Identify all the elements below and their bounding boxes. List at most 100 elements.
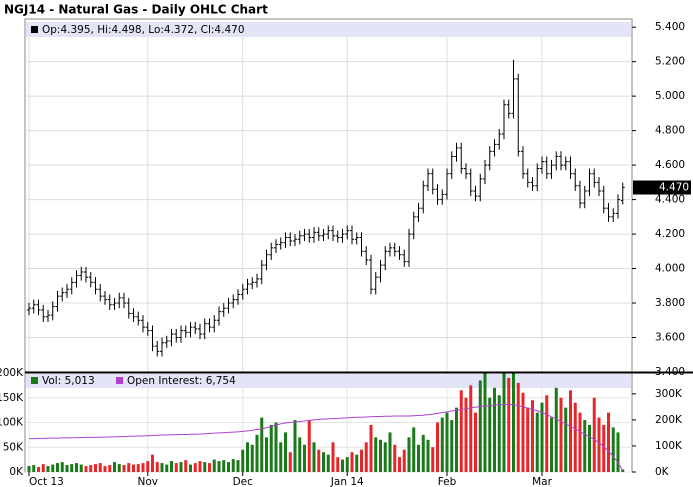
volume-bar xyxy=(474,412,477,472)
y2-tick-label: 300K xyxy=(655,388,683,400)
y-tick-label: 4.600 xyxy=(655,159,685,171)
volume-bar xyxy=(431,447,435,472)
volume-bar xyxy=(369,424,373,472)
volume-bar xyxy=(117,464,121,472)
volume-bar xyxy=(502,373,506,472)
volume-bar xyxy=(151,454,154,472)
volume-bar xyxy=(269,424,273,472)
x-tick-label: Mar xyxy=(532,476,552,487)
volume-bar xyxy=(317,449,321,472)
volume-bar xyxy=(388,432,392,472)
volume-bar xyxy=(322,452,325,472)
volume-bar xyxy=(37,467,40,472)
volume-bar xyxy=(208,463,211,472)
volume-bar xyxy=(559,397,563,472)
y-tick-label: 200K xyxy=(0,367,24,379)
volume-bar xyxy=(374,437,378,472)
y-tick-label: 4.000 xyxy=(655,263,685,275)
volume-bar xyxy=(84,466,88,472)
y-tick-label: 150K xyxy=(0,392,24,404)
volume-bar xyxy=(41,464,45,472)
volume-bar xyxy=(507,377,511,472)
volume-bar xyxy=(493,387,496,472)
volume-bar xyxy=(578,412,582,472)
volume-bar xyxy=(108,465,112,472)
volume-bar xyxy=(345,457,349,472)
y-tick-label: 4.800 xyxy=(655,125,685,137)
volume-bar xyxy=(497,395,501,472)
x-tick-label: Nov xyxy=(138,476,159,487)
volume-bar xyxy=(75,463,78,472)
y-tick-label: 0K xyxy=(9,466,24,478)
chart-title: NGJ14 - Natural Gas - Daily OHLC Chart xyxy=(4,3,268,17)
volume-bar xyxy=(217,461,221,472)
volume-bar xyxy=(398,457,401,472)
y2-tick-label: 100K xyxy=(655,440,683,452)
volume-bar xyxy=(464,397,468,472)
volume-bar xyxy=(450,420,454,472)
volume-bar xyxy=(336,457,340,472)
volume-bar xyxy=(241,449,245,472)
volume-bar xyxy=(402,449,406,472)
last-price-box xyxy=(633,180,691,195)
volume-bar xyxy=(246,442,249,472)
volume-bar xyxy=(98,463,102,472)
volume-bar xyxy=(588,424,591,472)
y-tick-label: 5.000 xyxy=(655,90,685,102)
volume-bar xyxy=(350,452,354,472)
volume-bar xyxy=(265,437,268,472)
y-tick-label: 3.800 xyxy=(655,297,685,309)
volume-bar xyxy=(184,460,188,472)
volume-bar xyxy=(331,442,335,472)
volume-bar xyxy=(483,373,487,472)
volume-bar xyxy=(469,385,473,472)
volume-bar xyxy=(203,462,207,472)
x-tick-label: Dec xyxy=(233,476,254,487)
volume-bar xyxy=(27,466,31,472)
volume-bar xyxy=(326,454,330,472)
volume-bar xyxy=(274,422,278,472)
y-tick-label: 3.600 xyxy=(655,332,685,344)
volume-bar xyxy=(592,397,596,472)
volume-bar xyxy=(303,444,306,472)
volume-bar xyxy=(412,427,416,472)
volume-bar xyxy=(526,407,530,472)
volume-bar xyxy=(611,427,615,472)
volume-bar xyxy=(260,417,264,472)
y-tick-label: 3.400 xyxy=(655,366,685,378)
price-legend-band xyxy=(26,22,631,37)
open-interest-line xyxy=(29,403,624,471)
x-tick-label: Oct 13 xyxy=(29,476,64,487)
volume-bar xyxy=(160,463,164,472)
volume-bar xyxy=(60,462,64,472)
volume-bar xyxy=(65,465,69,472)
volume-bar xyxy=(94,464,97,472)
volume-bar xyxy=(607,412,610,472)
volume-bar xyxy=(545,395,549,472)
volume-bar xyxy=(383,442,387,472)
volume-bar xyxy=(189,464,192,472)
volume-legend: Vol: 5,013 xyxy=(42,375,95,387)
volume-bar xyxy=(255,434,259,472)
volume-bar xyxy=(436,422,439,472)
volume-bar xyxy=(569,390,572,472)
price-legend: Op:4.395, Hi:4.498, Lo:4.372, Cl:4.470 xyxy=(42,24,245,36)
volume-bar xyxy=(564,407,568,472)
volume-bar xyxy=(550,417,553,472)
volume-bar xyxy=(231,459,235,472)
volume-bar xyxy=(222,460,226,472)
volume-bar xyxy=(165,464,169,472)
oi-legend: Open Interest: 6,754 xyxy=(127,375,236,387)
volume-bar xyxy=(307,420,311,472)
volume-bar xyxy=(293,420,297,472)
volume-bar xyxy=(440,417,444,472)
volume-bar xyxy=(298,437,302,472)
volume-bar xyxy=(113,462,116,472)
volume-bar xyxy=(198,461,202,472)
volume-bar xyxy=(127,463,131,472)
volume-bar xyxy=(312,442,316,472)
volume-bar xyxy=(132,464,135,472)
volume-bar xyxy=(146,461,150,472)
volume-bar xyxy=(279,442,283,472)
